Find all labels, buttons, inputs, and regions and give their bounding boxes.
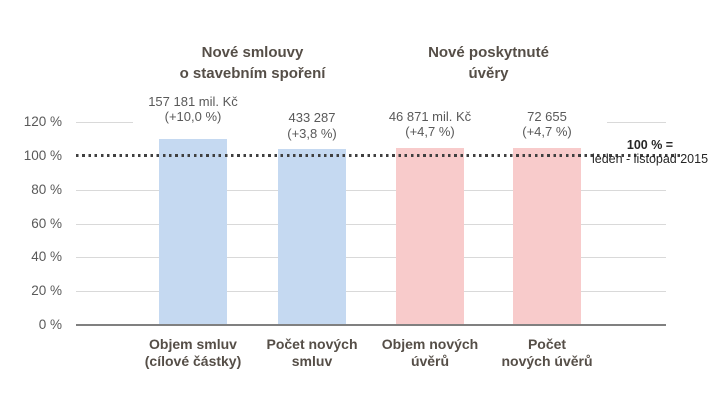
y-axis-tick-label: 20 % [31,283,62,299]
y-axis-tick-label: 0 % [38,317,62,332]
bar-value-line2: (+4,7 %) [405,124,455,140]
bar-value-line2: (+4,7 %) [522,124,572,140]
category-line1: Počet [527,336,567,352]
x-axis-line [76,324,666,326]
y-axis-tick-label: 40 % [31,249,62,265]
bar-objem-smluv [159,138,227,325]
bar-value-line1: 46 871 mil. Kč [388,108,472,124]
category-label-pocet-novych-smluv: Počet nových smluv [237,336,387,370]
group-header-line2: o stavebním spoření [179,65,326,82]
reference-line-label: 100 % = leden - listopad 2015 [585,138,715,166]
bar-value-line1: 72 655 [527,108,567,124]
bar-value-line1: 433 287 [288,110,336,126]
gridline-20 [76,291,666,293]
bar-value-label-pocet-novych-uveru: 72 655 (+4,7 %) [487,108,607,140]
category-line2: smluv [291,353,333,369]
category-label-objem-novych-uveru: Objem nových úvěrů [355,336,505,370]
reference-label-top: 100 % = [626,138,674,152]
category-line1: Počet nových [266,336,358,352]
gridline-40 [76,257,666,259]
y-axis-tick-label: 100 % [23,147,62,163]
category-line2: nových úvěrů [501,353,593,369]
bar-value-label-objem-smluv: 157 181 mil. Kč (+10,0 %) [133,93,253,125]
bar-objem-novych-uveru [396,147,464,325]
group-header-nove-uvery: Nové poskytnuté úvěry [378,42,599,84]
category-line1: Objem smluv [149,336,237,352]
y-axis-tick-label: 120 % [23,114,62,129]
bar-value-label-pocet-novych-smluv: 433 287 (+3,8 %) [252,110,372,142]
bar-pocet-novych-uveru [513,147,581,325]
reference-line-100pct [76,154,682,158]
bar-value-line2: (+10,0 %) [164,109,222,125]
group-header-nove-smlouvy: Nové smlouvy o stavebním spoření [142,42,363,84]
category-label-objem-smluv: Objem smluv (cílové částky) [118,336,268,370]
bar-value-line1: 157 181 mil. Kč [148,93,238,109]
category-line2: (cílové částky) [144,353,242,369]
gridline-80 [76,189,666,191]
group-header-line1: Nové poskytnuté [428,44,549,61]
group-header-line2: úvěry [468,65,509,82]
reference-label-bottom: leden - listopad 2015 [591,152,709,166]
bar-value-label-objem-novych-uveru: 46 871 mil. Kč (+4,7 %) [370,108,490,140]
category-line1: Objem nových [381,336,479,352]
group-header-line1: Nové smlouvy [201,44,304,61]
y-axis-tick-label: 60 % [31,215,62,231]
category-line2: úvěrů [410,353,450,369]
gridline-60 [76,223,666,225]
bar-value-line2: (+3,8 %) [287,125,337,141]
bar-pocet-novych-smluv [278,149,346,325]
y-axis-tick-label: 80 % [31,181,62,197]
category-label-pocet-novych-uveru: Počet nových úvěrů [472,336,622,370]
